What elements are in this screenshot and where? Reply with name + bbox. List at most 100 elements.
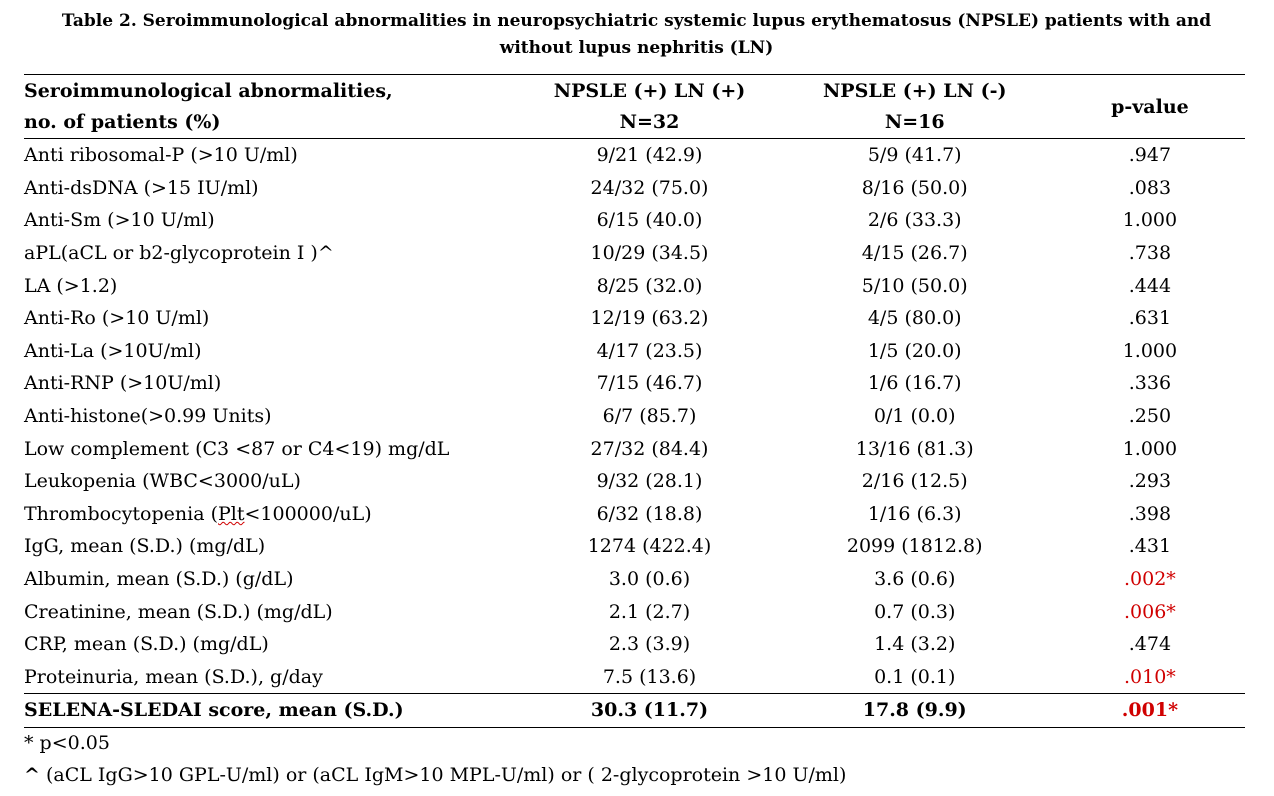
table-caption: Table 2. Seroimmunological abnormalities… — [61, 11, 1212, 58]
header-col1-line1: Seroimmunological abnormalities, — [24, 79, 393, 102]
cell-ln-pos: 10/29 (34.5) — [590, 242, 709, 265]
cell-ln-neg: 1/6 (16.7) — [867, 372, 962, 395]
row-label: Low complement (C3 <87 or C4<19) mg/dL — [24, 437, 450, 460]
row-label: CRP, mean (S.D.) (mg/dL) — [24, 633, 269, 656]
cell-p-value: .738 — [1128, 242, 1172, 265]
cell-ln-pos: 6/32 (18.8) — [596, 502, 703, 525]
cell-ln-neg: 0.1 (0.1) — [874, 665, 956, 688]
cell-ln-neg: 0.7 (0.3) — [874, 600, 956, 623]
cell-ln-pos: 2.1 (2.7) — [608, 600, 691, 623]
footnote-apl-text: (aCL IgG>10 GPL-U/ml) or (aCL IgM>10 MPL… — [39, 764, 847, 786]
row-label: Proteinuria, mean (S.D.), g/day — [24, 665, 323, 688]
cell-ln-neg: 4/5 (80.0) — [867, 307, 962, 330]
cell-ln-pos: 30.3 (11.7) — [524, 693, 775, 728]
header-col2-line1: NPSLE (+) LN (+) — [553, 79, 746, 102]
table-row: IgG, mean (S.D.) (mg/dL) 1274 (422.4) 20… — [24, 530, 1245, 563]
table-row: Thrombocytopenia (Plt<100000/uL) 6/32 (1… — [24, 498, 1245, 531]
cell-ln-pos: 27/32 (84.4) — [590, 437, 709, 460]
cell-ln-pos: 4/17 (23.5) — [596, 339, 703, 362]
cell-ln-neg: 1/16 (6.3) — [867, 502, 962, 525]
cell-p-value: .336 — [1128, 372, 1172, 395]
table-row: Proteinuria, mean (S.D.), g/day 7.5 (13.… — [24, 661, 1245, 694]
cell-ln-neg: 2/6 (33.3) — [867, 209, 962, 232]
cell-p-value: .474 — [1128, 633, 1172, 656]
cell-p-value: 1.000 — [1122, 209, 1178, 232]
table-row: Albumin, mean (S.D.) (g/dL) 3.0 (0.6) 3.… — [24, 563, 1245, 596]
cell-ln-pos: 1274 (422.4) — [587, 535, 712, 558]
table-row: Anti-histone(>0.99 Units) 6/7 (85.7) 0/1… — [24, 400, 1245, 433]
cell-ln-neg: 17.8 (9.9) — [774, 693, 1055, 728]
cell-p-value: .010* — [1124, 665, 1176, 688]
cell-ln-neg: 1.4 (3.2) — [874, 633, 956, 656]
cell-ln-neg: 8/16 (50.0) — [861, 176, 968, 199]
cell-ln-pos: 3.0 (0.6) — [608, 568, 691, 591]
header-col1-line2: no. of patients (%) — [24, 106, 525, 139]
row-label: SELENA-SLEDAI score, mean (S.D.) — [24, 693, 525, 728]
cell-ln-pos: 9/21 (42.9) — [596, 144, 703, 167]
cell-ln-pos: 12/19 (63.2) — [590, 307, 709, 330]
table-row: Anti-Sm (>10 U/ml) 6/15 (40.0) 2/6 (33.3… — [24, 204, 1245, 237]
header-col3-line1: NPSLE (+) LN (-) — [822, 79, 1007, 102]
cell-ln-pos: 8/25 (32.0) — [596, 274, 703, 297]
cell-p-value: .293 — [1128, 470, 1172, 493]
table-row: Anti-dsDNA (>15 IU/ml) 24/32 (75.0) 8/16… — [24, 172, 1245, 205]
row-label: Creatinine, mean (S.D.) (mg/dL) — [24, 600, 333, 623]
header-row-2: no. of patients (%) N=32 N=16 — [24, 106, 1245, 139]
row-label: Albumin, mean (S.D.) (g/dL) — [24, 568, 294, 591]
cell-ln-neg: 2/16 (12.5) — [861, 470, 968, 493]
row-label: Anti-dsDNA (>15 IU/ml) — [24, 176, 259, 199]
cell-p-value: .001* — [1054, 693, 1245, 728]
cell-ln-neg: 5/9 (41.7) — [867, 144, 962, 167]
cell-ln-pos: 24/32 (75.0) — [590, 176, 709, 199]
cell-ln-neg: 4/15 (26.7) — [861, 242, 968, 265]
table-row: Creatinine, mean (S.D.) (mg/dL) 2.1 (2.7… — [24, 595, 1245, 628]
row-label: Anti-histone(>0.99 Units) — [24, 405, 272, 428]
header-col3-line2: N=16 — [774, 106, 1055, 139]
row-label: aPL(aCL or b2-glycoprotein I )^ — [24, 242, 334, 265]
table-body: Anti ribosomal-P (>10 U/ml) 9/21 (42.9) … — [24, 139, 1245, 728]
cell-ln-neg: 1/5 (20.0) — [867, 339, 962, 362]
table-row-summary: SELENA-SLEDAI score, mean (S.D.) 30.3 (1… — [24, 693, 1245, 728]
header-p-value: p-value — [1054, 74, 1245, 139]
cell-p-value: .006* — [1124, 600, 1176, 623]
cell-ln-neg: 5/10 (50.0) — [861, 274, 968, 297]
row-label: Anti ribosomal-P (>10 U/ml) — [24, 144, 298, 167]
cell-ln-pos: 2.3 (3.9) — [608, 633, 691, 656]
row-label: Leukopenia (WBC<3000/uL) — [24, 470, 301, 493]
table-row: Low complement (C3 <87 or C4<19) mg/dL 2… — [24, 432, 1245, 465]
table-row: CRP, mean (S.D.) (mg/dL) 2.3 (3.9) 1.4 (… — [24, 628, 1245, 661]
data-table: Seroimmunological abnormalities, NPSLE (… — [24, 74, 1245, 728]
cell-ln-pos: 7.5 (13.6) — [602, 665, 697, 688]
row-label: Anti-La (>10U/ml) — [24, 339, 202, 362]
row-label-spellcheck-word: Plt — [218, 502, 245, 525]
row-label: Anti-Sm (>10 U/ml) — [24, 209, 215, 232]
table-row: Anti ribosomal-P (>10 U/ml) 9/21 (42.9) … — [24, 139, 1245, 172]
table-row: Anti-RNP (>10U/ml) 7/15 (46.7) 1/6 (16.7… — [24, 367, 1245, 400]
cell-ln-neg: 13/16 (81.3) — [855, 437, 974, 460]
cell-p-value: .444 — [1128, 274, 1172, 297]
row-label: Anti-RNP (>10U/ml) — [24, 372, 222, 395]
cell-ln-pos: 6/15 (40.0) — [596, 209, 703, 232]
table-row: Anti-La (>10U/ml) 4/17 (23.5) 1/5 (20.0)… — [24, 335, 1245, 368]
row-label-pre: Thrombocytopenia ( — [24, 502, 218, 525]
footnote-apl: ^ (aCL IgG>10 GPL-U/ml) or (aCL IgM>10 M… — [24, 764, 846, 786]
row-label: IgG, mean (S.D.) (mg/dL) — [24, 535, 266, 558]
cell-p-value: 1.000 — [1122, 339, 1178, 362]
row-label-post: <100000/uL) — [244, 502, 372, 525]
cell-ln-neg: 0/1 (0.0) — [873, 405, 956, 428]
row-label: Anti-Ro (>10 U/ml) — [24, 307, 210, 330]
cell-p-value: .250 — [1128, 405, 1172, 428]
footnote-significance: * p<0.05 — [24, 732, 110, 754]
cell-ln-pos: 6/7 (85.7) — [602, 405, 697, 428]
cell-p-value: 1.000 — [1122, 437, 1178, 460]
cell-ln-neg: 2099 (1812.8) — [846, 535, 983, 558]
cell-p-value: .631 — [1128, 307, 1172, 330]
table-row: aPL(aCL or b2-glycoprotein I )^ 10/29 (3… — [24, 237, 1245, 270]
header-col2-line2: N=32 — [524, 106, 775, 139]
cell-p-value: .947 — [1128, 144, 1172, 167]
cell-p-value: .398 — [1128, 502, 1172, 525]
row-label: Thrombocytopenia (Plt<100000/uL) — [24, 498, 524, 531]
header-row-1: Seroimmunological abnormalities, NPSLE (… — [24, 74, 1245, 139]
cell-ln-neg: 3.6 (0.6) — [874, 568, 956, 591]
